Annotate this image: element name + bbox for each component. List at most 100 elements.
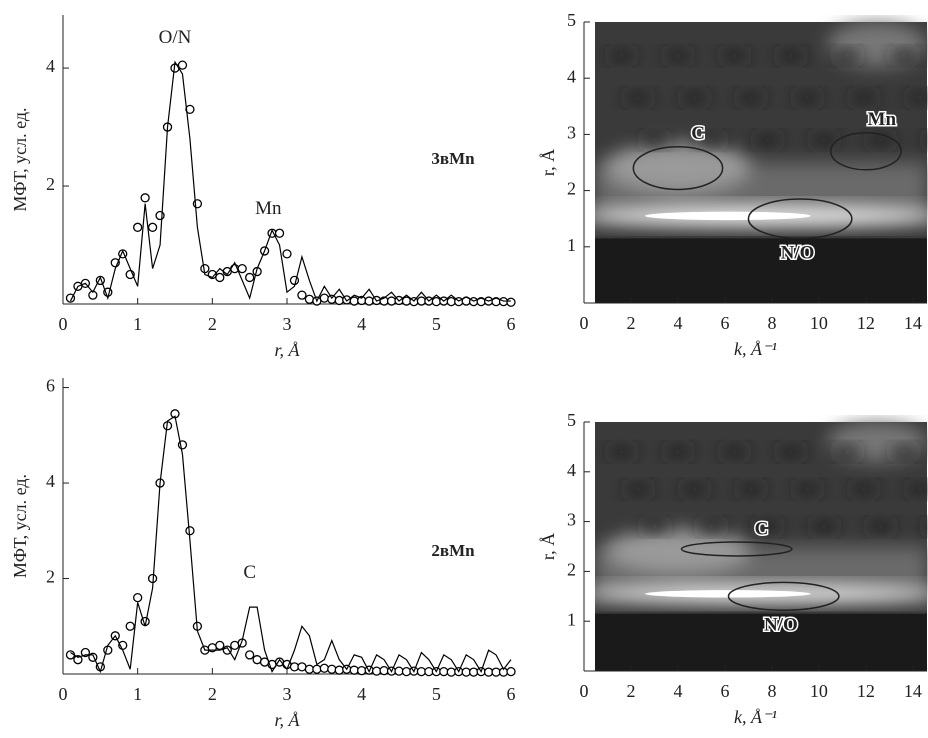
annotation-label: O/N [159, 27, 192, 48]
data-point [446, 667, 456, 677]
heatmap-spot [697, 134, 726, 147]
heatmap-spot [737, 91, 766, 104]
data-point [215, 272, 225, 283]
x-tick-label: 0 [59, 684, 68, 704]
data-point [297, 290, 307, 300]
annotation-label: Mn [868, 109, 897, 130]
data-point [147, 222, 158, 232]
heatmap-spot [889, 445, 918, 458]
heatmap-spot [664, 445, 692, 458]
y-tick-label: 1 [567, 609, 576, 629]
y-tick-label: 2 [567, 560, 576, 580]
data-point [446, 296, 456, 307]
y-tick-label: 4 [567, 66, 576, 86]
data-point [245, 650, 255, 660]
data-point [282, 249, 292, 259]
x-tick-label: 3 [283, 314, 292, 334]
data-point [133, 222, 143, 232]
annotation-ellipse [747, 198, 853, 240]
heatmap-blob [604, 529, 752, 574]
heatmap-spot [624, 91, 653, 104]
annotation-ellipse [829, 131, 902, 171]
heatmap-ridge [644, 211, 811, 221]
data-point [491, 667, 501, 677]
heatmap-floor [595, 613, 927, 671]
y-tick-label: 6 [46, 376, 55, 396]
data-point [297, 662, 307, 672]
heatmap-spot [697, 520, 726, 533]
heatmap-spot [922, 135, 928, 145]
annotation-label: C [755, 518, 769, 539]
heatmap-spot [793, 483, 822, 496]
heatmap-spot [753, 134, 782, 147]
heatmap-spot [866, 134, 895, 147]
x-tick-label: 8 [767, 681, 776, 701]
data-point [416, 296, 427, 306]
x-tick-label: 0 [59, 314, 68, 334]
data-point [327, 294, 337, 304]
fit-line [69, 60, 511, 303]
x-tick-label: 3 [283, 684, 292, 704]
annotation-ellipse [632, 146, 724, 191]
x-tick-label: 10 [810, 681, 828, 701]
heatmap-spot [906, 91, 928, 104]
data-point [357, 666, 367, 676]
heatmap-spot [833, 49, 862, 62]
data-point [401, 296, 412, 306]
sample-label: 2вMn [431, 541, 475, 560]
heatmap-spot [737, 483, 766, 496]
data-point [349, 665, 359, 675]
heatmap-spot [624, 483, 653, 496]
data-point [319, 663, 329, 673]
heatmap-spot [720, 49, 749, 62]
annotation-label: C [691, 123, 705, 144]
data-point [439, 666, 449, 677]
y-tick-label: 3 [567, 510, 576, 530]
x-axis-label: r, Å [274, 710, 300, 730]
heatmap-spot [607, 445, 636, 458]
x-tick-label: 12 [857, 313, 875, 333]
x-tick-label: 10 [810, 313, 828, 333]
data-point [371, 666, 382, 676]
data-point [73, 655, 83, 665]
heatmap-spot [833, 445, 862, 458]
data-point [252, 655, 262, 665]
y-tick-label: 4 [46, 56, 55, 76]
x-tick-label: 4 [357, 684, 366, 704]
heatmap-spot [776, 445, 805, 458]
x-tick-label: 1 [133, 314, 142, 334]
heatmap-spot [607, 49, 636, 62]
y-axis-label: r, Å [538, 533, 558, 560]
y-tick-label: 2 [567, 179, 576, 199]
data-point [349, 296, 359, 306]
data-point [319, 293, 329, 303]
data-point [483, 667, 494, 677]
data-point [334, 665, 344, 675]
data-point [125, 621, 135, 631]
data-point [185, 104, 195, 115]
data-point [215, 640, 225, 651]
data-point [379, 666, 389, 676]
heatmap-spot [793, 91, 822, 104]
y-tick-label: 2 [46, 567, 55, 587]
data-point [416, 666, 427, 677]
y-tick-label: 4 [567, 460, 576, 480]
x-tick-label: 2 [208, 314, 217, 334]
y-tick-label: 4 [46, 471, 55, 491]
x-tick-label: 2 [626, 313, 635, 333]
heatmap-image [595, 422, 928, 671]
heatmap-spot [810, 134, 839, 147]
annotation-label: N/O [764, 615, 798, 636]
data-point [394, 666, 404, 676]
heatmap-blob [604, 142, 752, 194]
data-point [386, 296, 397, 306]
x-tick-label: 14 [904, 681, 922, 701]
heatmap-spot [849, 483, 878, 496]
data-point [230, 640, 240, 651]
data-point [177, 60, 188, 70]
data-point [461, 667, 471, 677]
heatmap-spot [866, 520, 895, 533]
data-point [304, 664, 315, 674]
panel: 0 1 2 3 4 5 6 2 4 6 r, Å МФТ, усл. ед. 2вMn C [10, 376, 516, 730]
